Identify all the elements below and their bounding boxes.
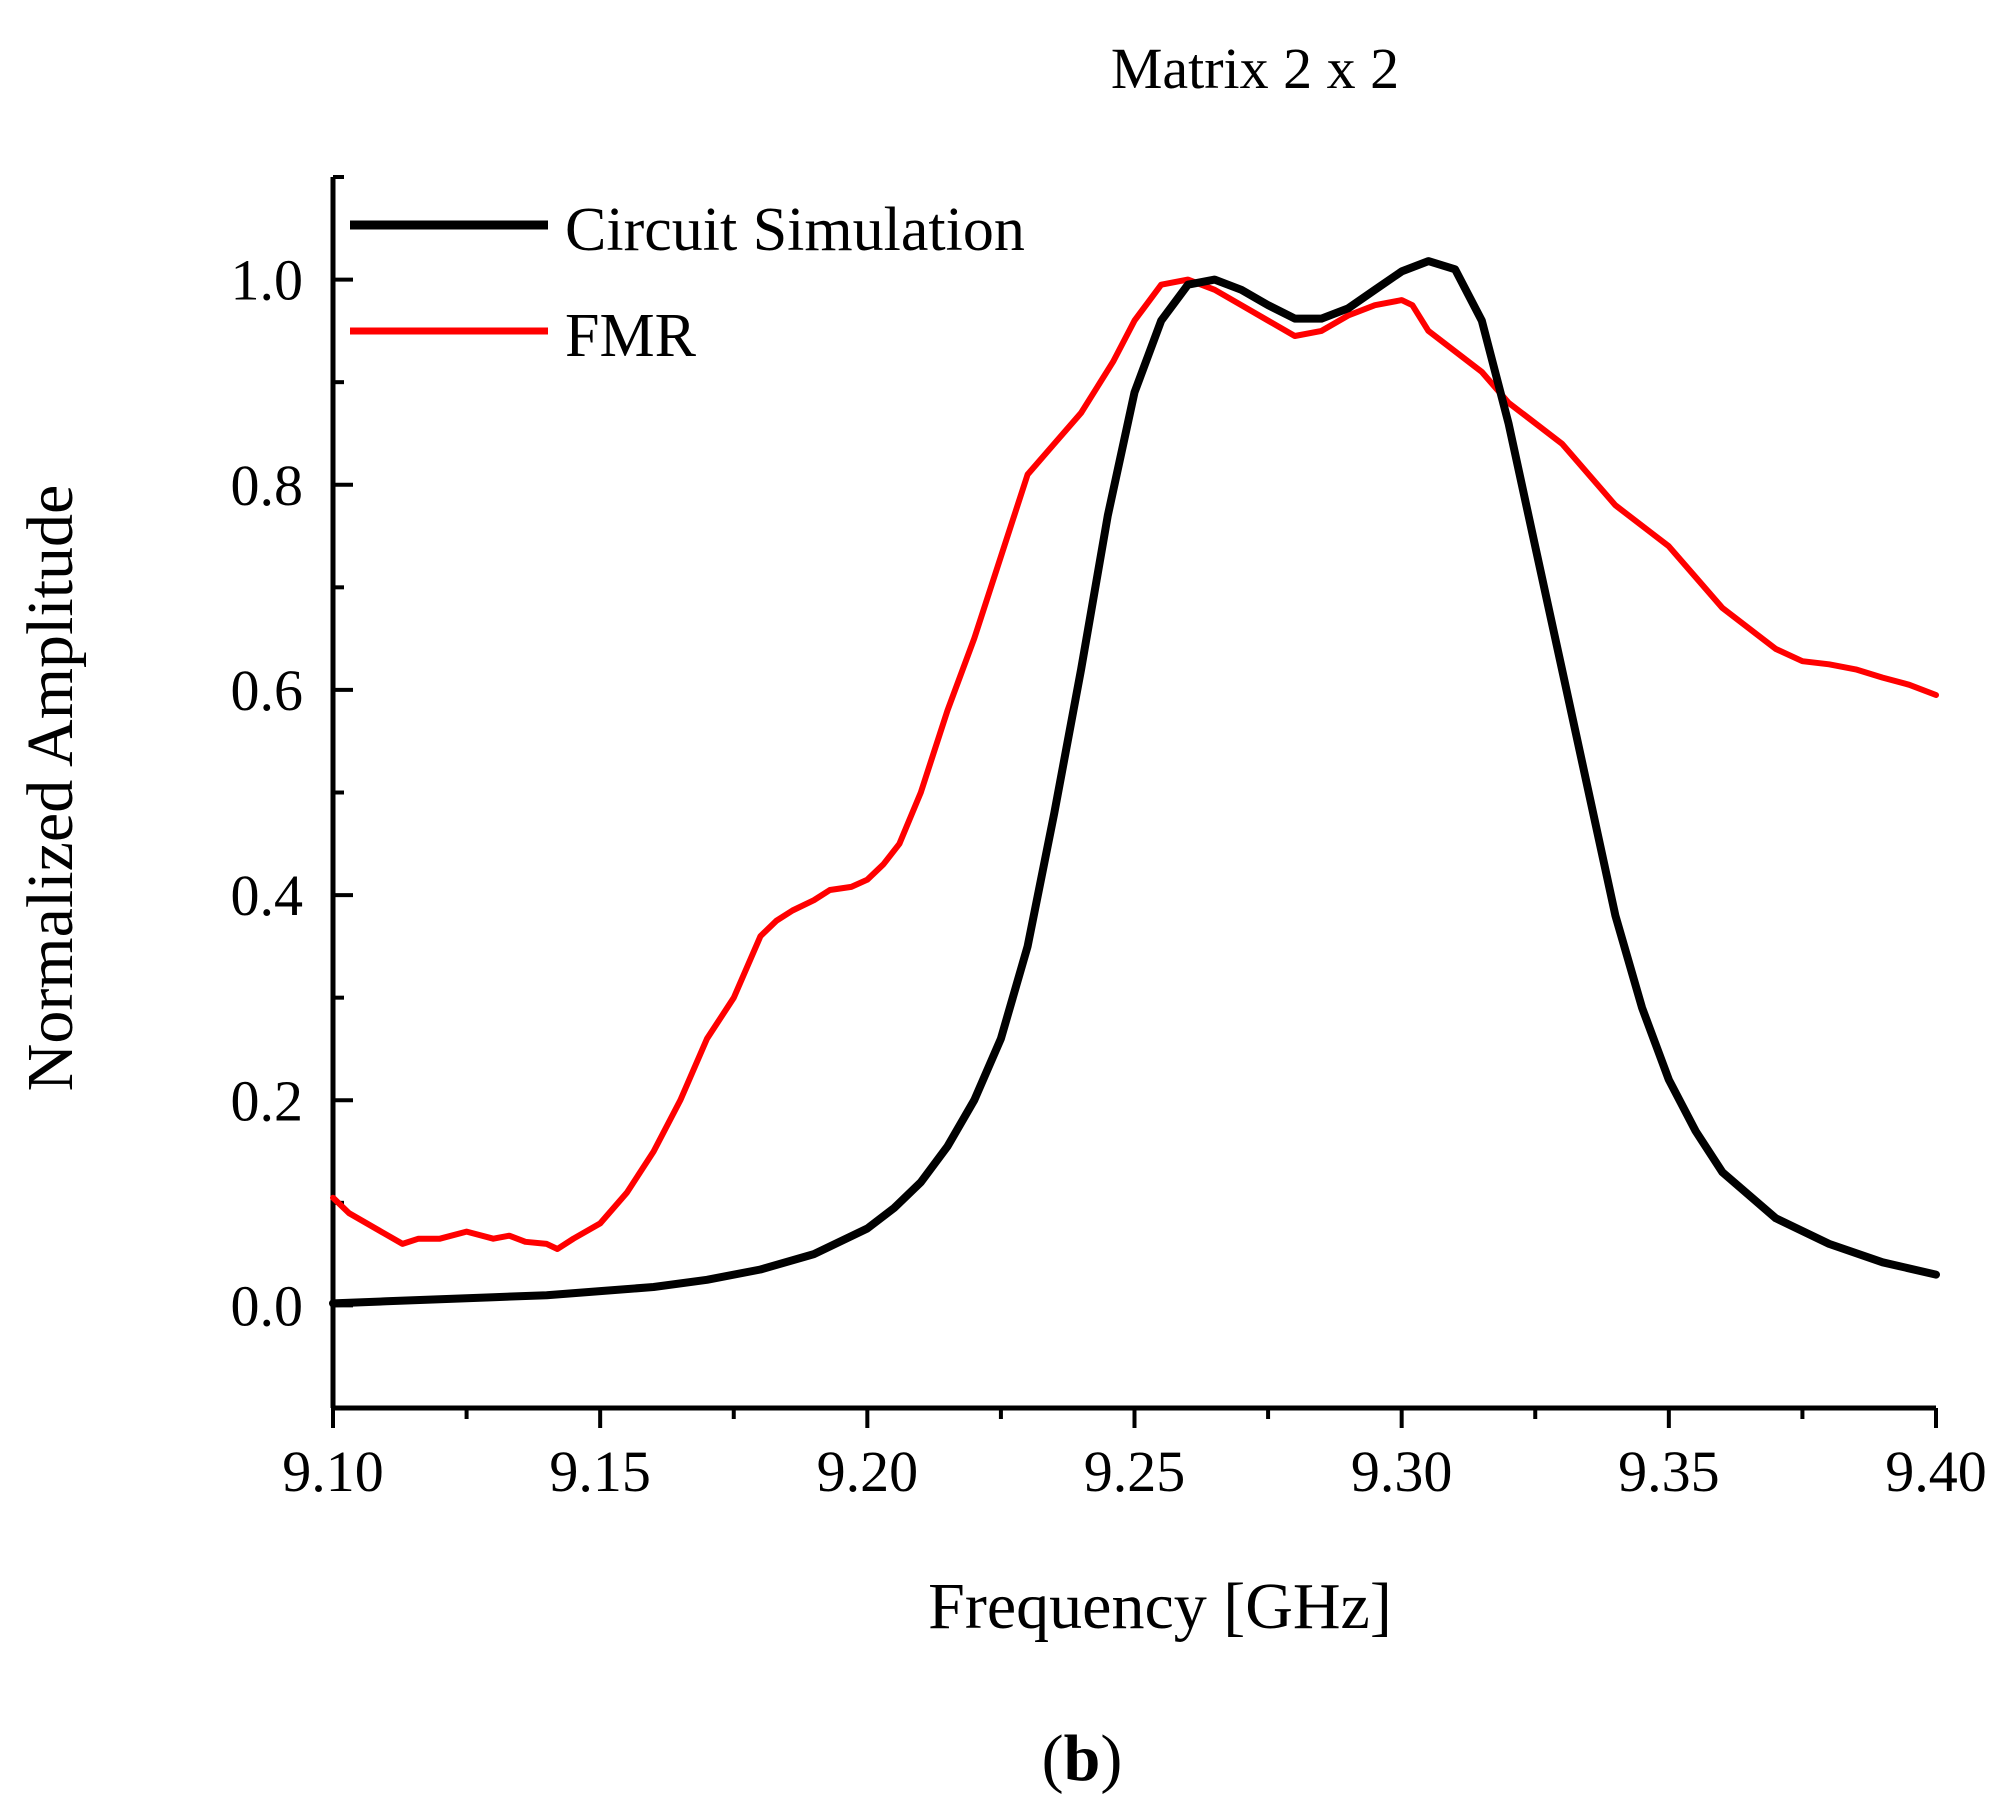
chart-title: Matrix 2 x 2 (1111, 36, 1399, 101)
y-tick-label: 0.2 (231, 1068, 304, 1133)
y-axis-ticks: 0.0 0.2 0.4 0.6 0.8 1.0 (231, 175, 353, 1410)
y-tick-label: 0.0 (231, 1273, 304, 1338)
legend-label-fmr: FMR (565, 302, 697, 370)
x-tick-label: 9.20 (817, 1439, 919, 1504)
x-tick-label: 9.10 (282, 1439, 384, 1504)
series-line-circuit-simulation (329, 257, 1940, 1308)
y-tick-label: 0.8 (231, 453, 304, 518)
x-tick-label: 9.15 (549, 1439, 651, 1504)
series-line-fmr (330, 276, 1939, 1252)
x-tick-label: 9.25 (1084, 1439, 1186, 1504)
y-tick-label: 1.0 (231, 248, 304, 313)
legend-label-circuit-simulation: Circuit Simulation (565, 196, 1025, 264)
legend: Circuit Simulation FMR (350, 196, 1025, 370)
panel-label: (b) (1042, 1722, 1123, 1795)
y-tick-label: 0.6 (231, 658, 304, 723)
x-axis-ticks: 9.10 9.15 9.20 9.25 9.30 9.35 9.40 (282, 1408, 1987, 1504)
x-tick-label: 9.30 (1351, 1439, 1453, 1504)
x-tick-label: 9.35 (1618, 1439, 1720, 1504)
panel-label-letter: b (1064, 1722, 1101, 1795)
x-tick-label: 9.40 (1885, 1439, 1987, 1504)
x-axis-label: Frequency [GHz] (928, 1570, 1392, 1643)
y-axis-label: Normalized Amplitude (14, 485, 87, 1092)
series-group (329, 257, 1940, 1308)
y-tick-label: 0.4 (231, 863, 304, 928)
